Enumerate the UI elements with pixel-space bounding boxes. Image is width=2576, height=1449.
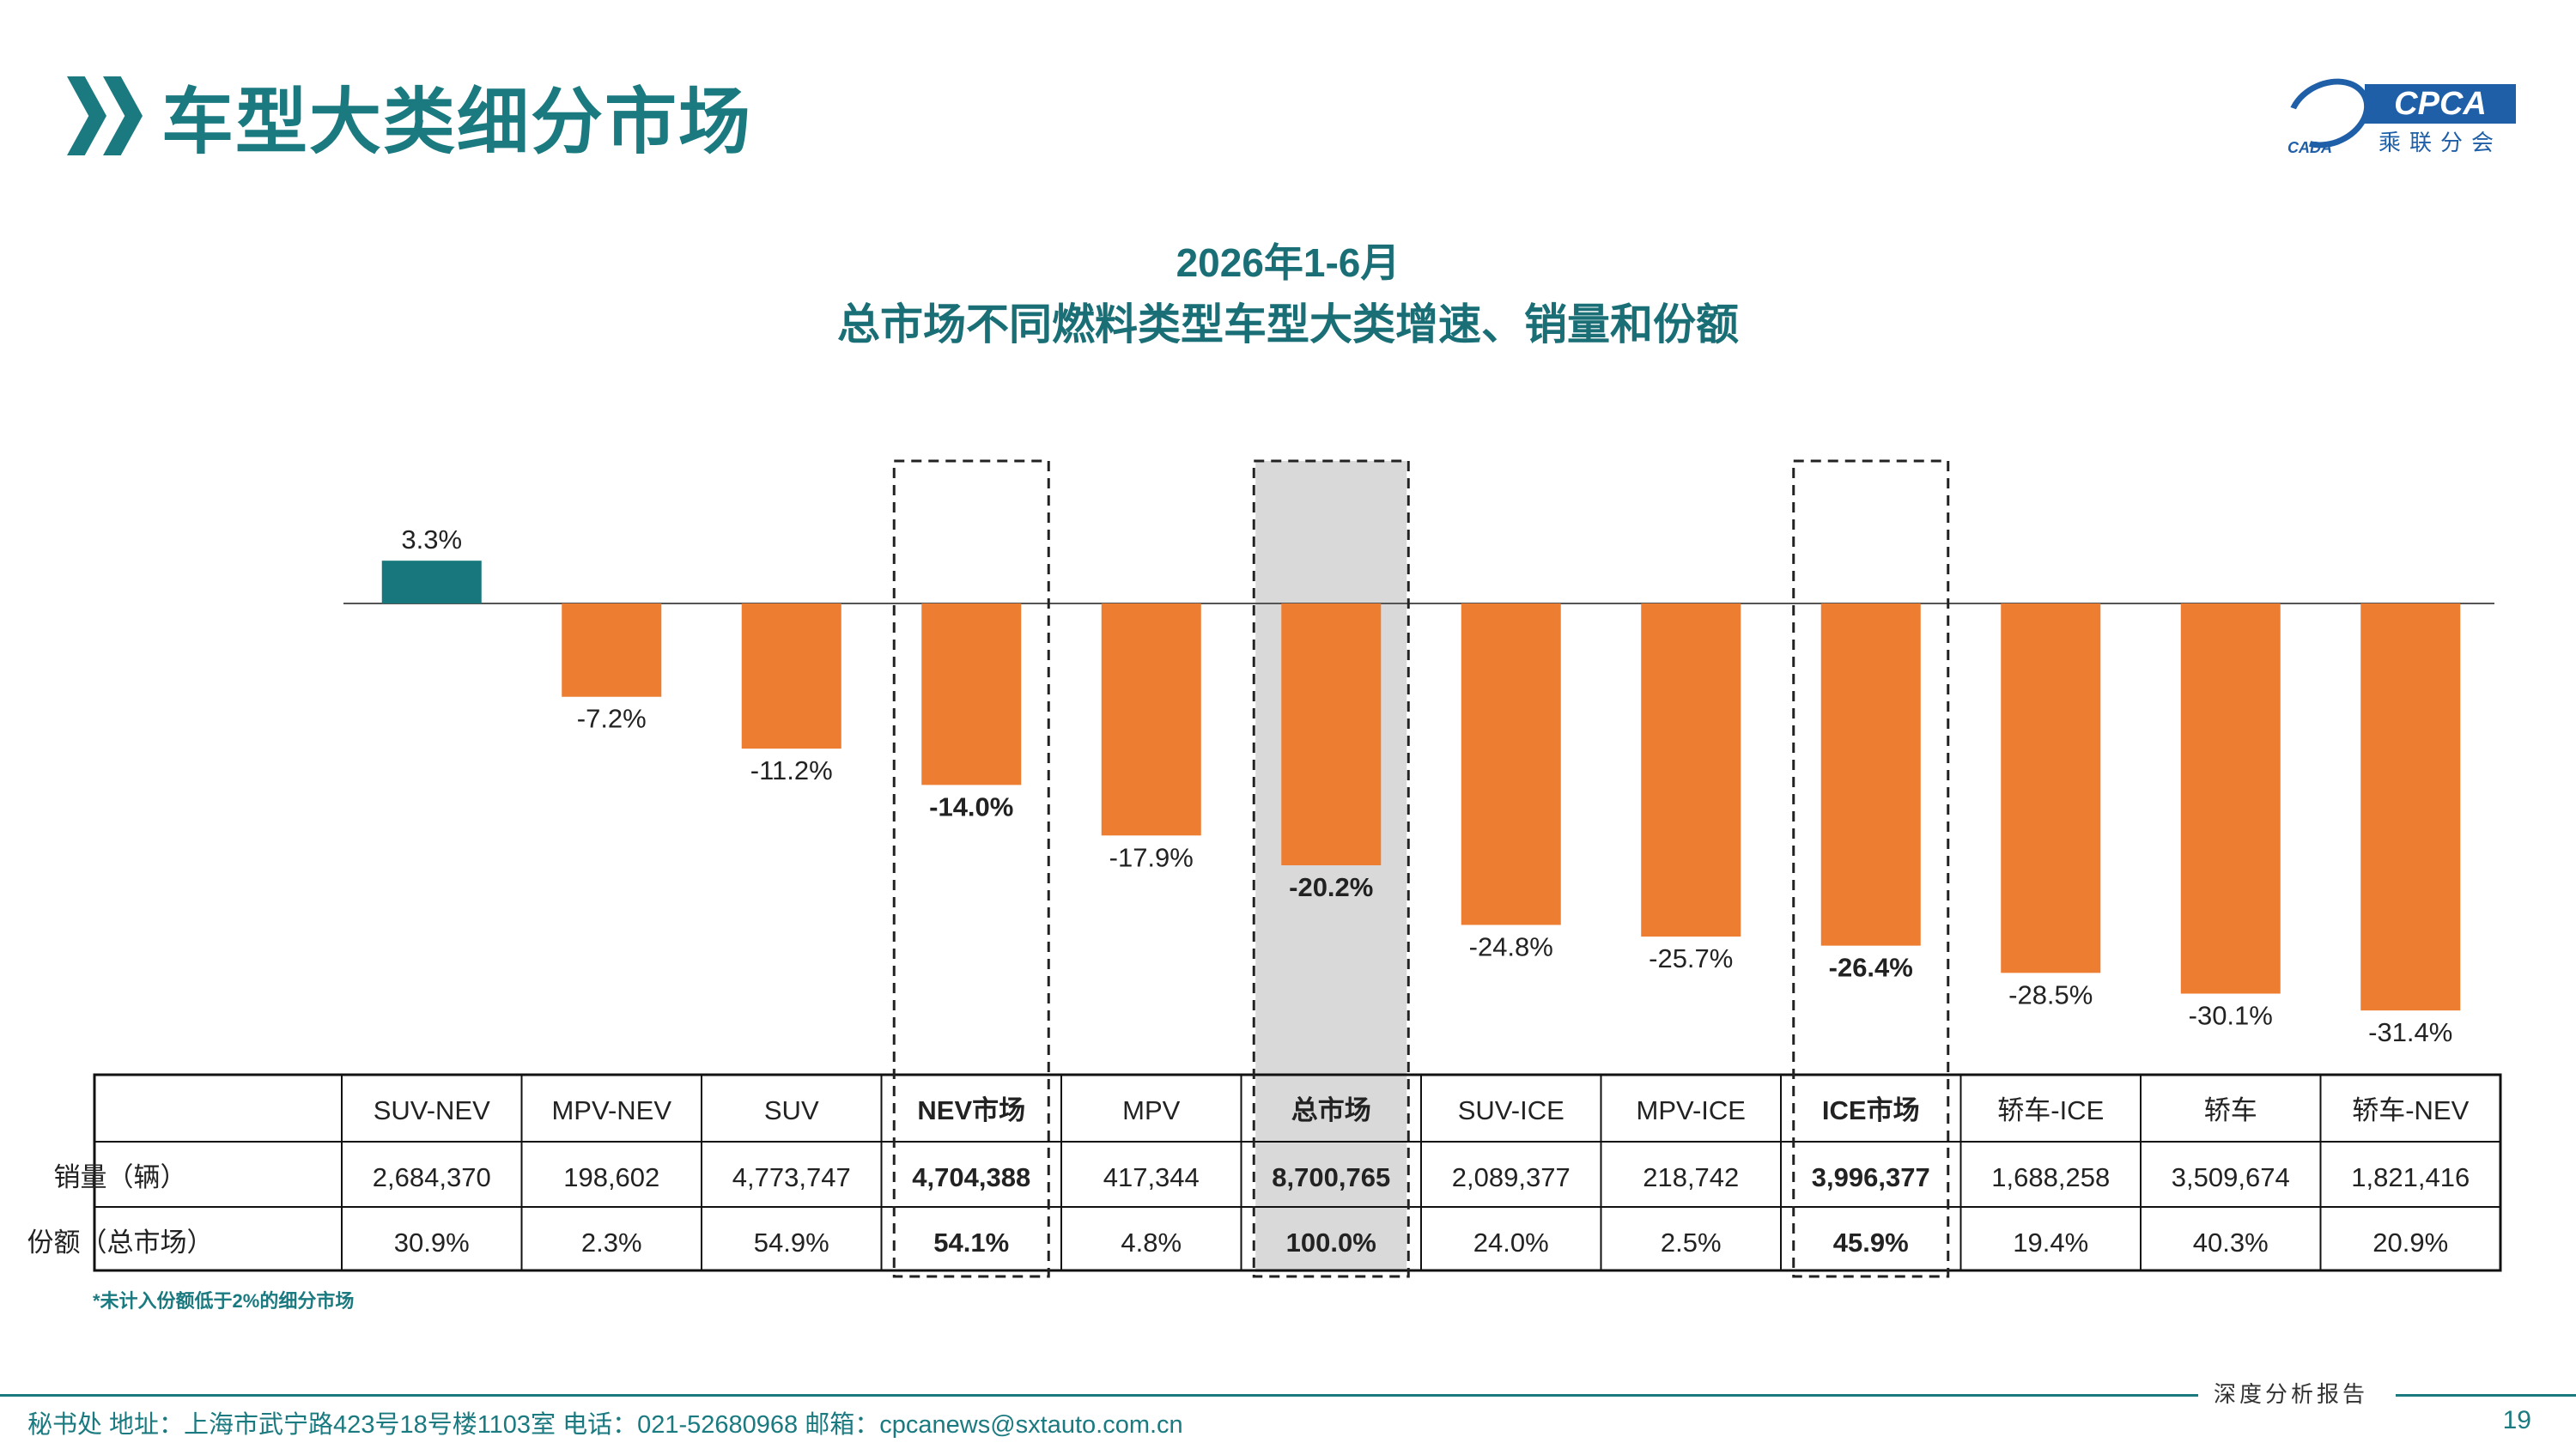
table-cell: 8,700,765 — [1272, 1162, 1390, 1192]
table-cell: 218,742 — [1643, 1162, 1739, 1192]
value-label: -11.2% — [750, 755, 833, 785]
value-label: -7.2% — [577, 704, 647, 734]
table-cell: 417,344 — [1103, 1162, 1200, 1192]
table-cell: 4,704,388 — [912, 1162, 1030, 1192]
table-cell: 1,688,258 — [1991, 1162, 2110, 1192]
table-cell: 2,089,377 — [1452, 1162, 1571, 1192]
page-number: 19 — [2502, 1406, 2531, 1434]
table-cell: 3,509,674 — [2172, 1162, 2290, 1192]
value-label: -31.4% — [2368, 1017, 2452, 1047]
highlight-box-ICE市场 — [1792, 459, 1950, 1278]
value-label: -30.1% — [2189, 1001, 2273, 1031]
highlight-box-NEV市场 — [892, 459, 1050, 1278]
table-cell: 4,773,747 — [732, 1162, 851, 1192]
table-cell: 198,602 — [563, 1162, 659, 1192]
table-cell: 100.0% — [1286, 1228, 1376, 1258]
logo-small-text: CADA — [2287, 139, 2332, 156]
data-table-border — [93, 1073, 2502, 1272]
bar-NEV市场 — [921, 603, 1022, 785]
table-cell: 2.3% — [581, 1228, 642, 1258]
footer-tag: 深度分析报告 — [2214, 1382, 2369, 1408]
table-cell: 3,996,377 — [1812, 1162, 1930, 1192]
highlight-column-bg — [1255, 461, 1407, 1272]
table-header-cell: SUV-ICE — [1458, 1095, 1564, 1125]
value-label: -20.2% — [1289, 872, 1373, 902]
table-cell: 2.5% — [1661, 1228, 1722, 1258]
table-header-cell: NEV市场 — [917, 1095, 1025, 1125]
table-header-cell: 轿车-NEV — [2352, 1095, 2469, 1125]
value-label: -28.5% — [2008, 979, 2093, 1009]
table-header-cell: 轿车-ICE — [1997, 1095, 2104, 1125]
bar-总市场 — [1281, 603, 1382, 866]
footer-contact: 秘书处 地址：上海市武宁路423号18号楼1103室 电话：021-526809… — [27, 1411, 1183, 1439]
table-cell: 40.3% — [2193, 1228, 2269, 1258]
table-header-cell: 总市场 — [1291, 1095, 1371, 1125]
table-header-cell: MPV-NEV — [551, 1095, 671, 1125]
table-header-cell: MPV-ICE — [1637, 1095, 1746, 1125]
logo-subtitle: 乘联分会 — [2379, 130, 2503, 155]
page-header: 车型大类细分市场 — [67, 69, 752, 163]
footer-divider-right — [2396, 1394, 2576, 1397]
table-cell: 24.0% — [1473, 1228, 1549, 1258]
value-label: -17.9% — [1109, 842, 1194, 872]
value-label: -26.4% — [1829, 953, 1913, 983]
bar-轿车-NEV — [2360, 603, 2461, 1011]
footnote: *未计入份额低于2%的细分市场 — [93, 1290, 355, 1312]
table-header-cell: 轿车 — [2204, 1095, 2257, 1125]
bar-轿车-ICE — [2001, 603, 2101, 973]
value-label: -25.7% — [1649, 943, 1733, 973]
page-title: 车型大类细分市场 — [161, 81, 753, 162]
table-row-label: 销量（辆） — [54, 1162, 187, 1192]
table-cell: 4.8% — [1121, 1228, 1182, 1258]
bar-MPV-NEV — [562, 603, 662, 697]
table-cell: 1,821,416 — [2351, 1162, 2470, 1192]
table-cell: 54.1% — [933, 1228, 1009, 1258]
footer-divider — [0, 1394, 2198, 1397]
bar-轿车 — [2180, 603, 2281, 994]
logo-text: CPCA — [2365, 84, 2516, 124]
table-header-cell: ICE市场 — [1822, 1095, 1920, 1125]
table-cell: 19.4% — [2013, 1228, 2088, 1258]
bar-SUV-ICE — [1461, 603, 1561, 925]
table-cell: 45.9% — [1833, 1228, 1909, 1258]
table-header-cell: MPV — [1122, 1095, 1181, 1125]
value-label: -14.0% — [929, 791, 1013, 822]
chart-title: 2026年1-6月 — [1176, 240, 1400, 285]
table-cell: 30.9% — [394, 1228, 470, 1258]
table-header-cell: SUV — [764, 1095, 819, 1125]
table-header-cell: SUV-NEV — [374, 1095, 490, 1125]
chevron-icon — [67, 76, 143, 155]
value-label: 3.3% — [401, 524, 462, 555]
value-label: -24.8% — [1469, 931, 1553, 961]
bar-MPV-ICE — [1641, 603, 1741, 937]
highlight-box-总市场 — [1252, 459, 1410, 1278]
table-cell: 54.9% — [754, 1228, 829, 1258]
bar-MPV — [1101, 603, 1201, 836]
bar-SUV-NEV — [381, 561, 482, 603]
table-row-label: 份额（总市场） — [27, 1228, 214, 1258]
bar-SUV — [741, 603, 841, 749]
bar-ICE市场 — [1820, 603, 1921, 946]
table-cell: 2,684,370 — [373, 1162, 491, 1192]
chart-subtitle: 总市场不同燃料类型车型大类增速、销量和份额 — [837, 300, 1739, 349]
cpca-logo: CPCA 乘联分会 CADA — [2275, 65, 2518, 161]
table-cell: 20.9% — [2372, 1228, 2448, 1258]
